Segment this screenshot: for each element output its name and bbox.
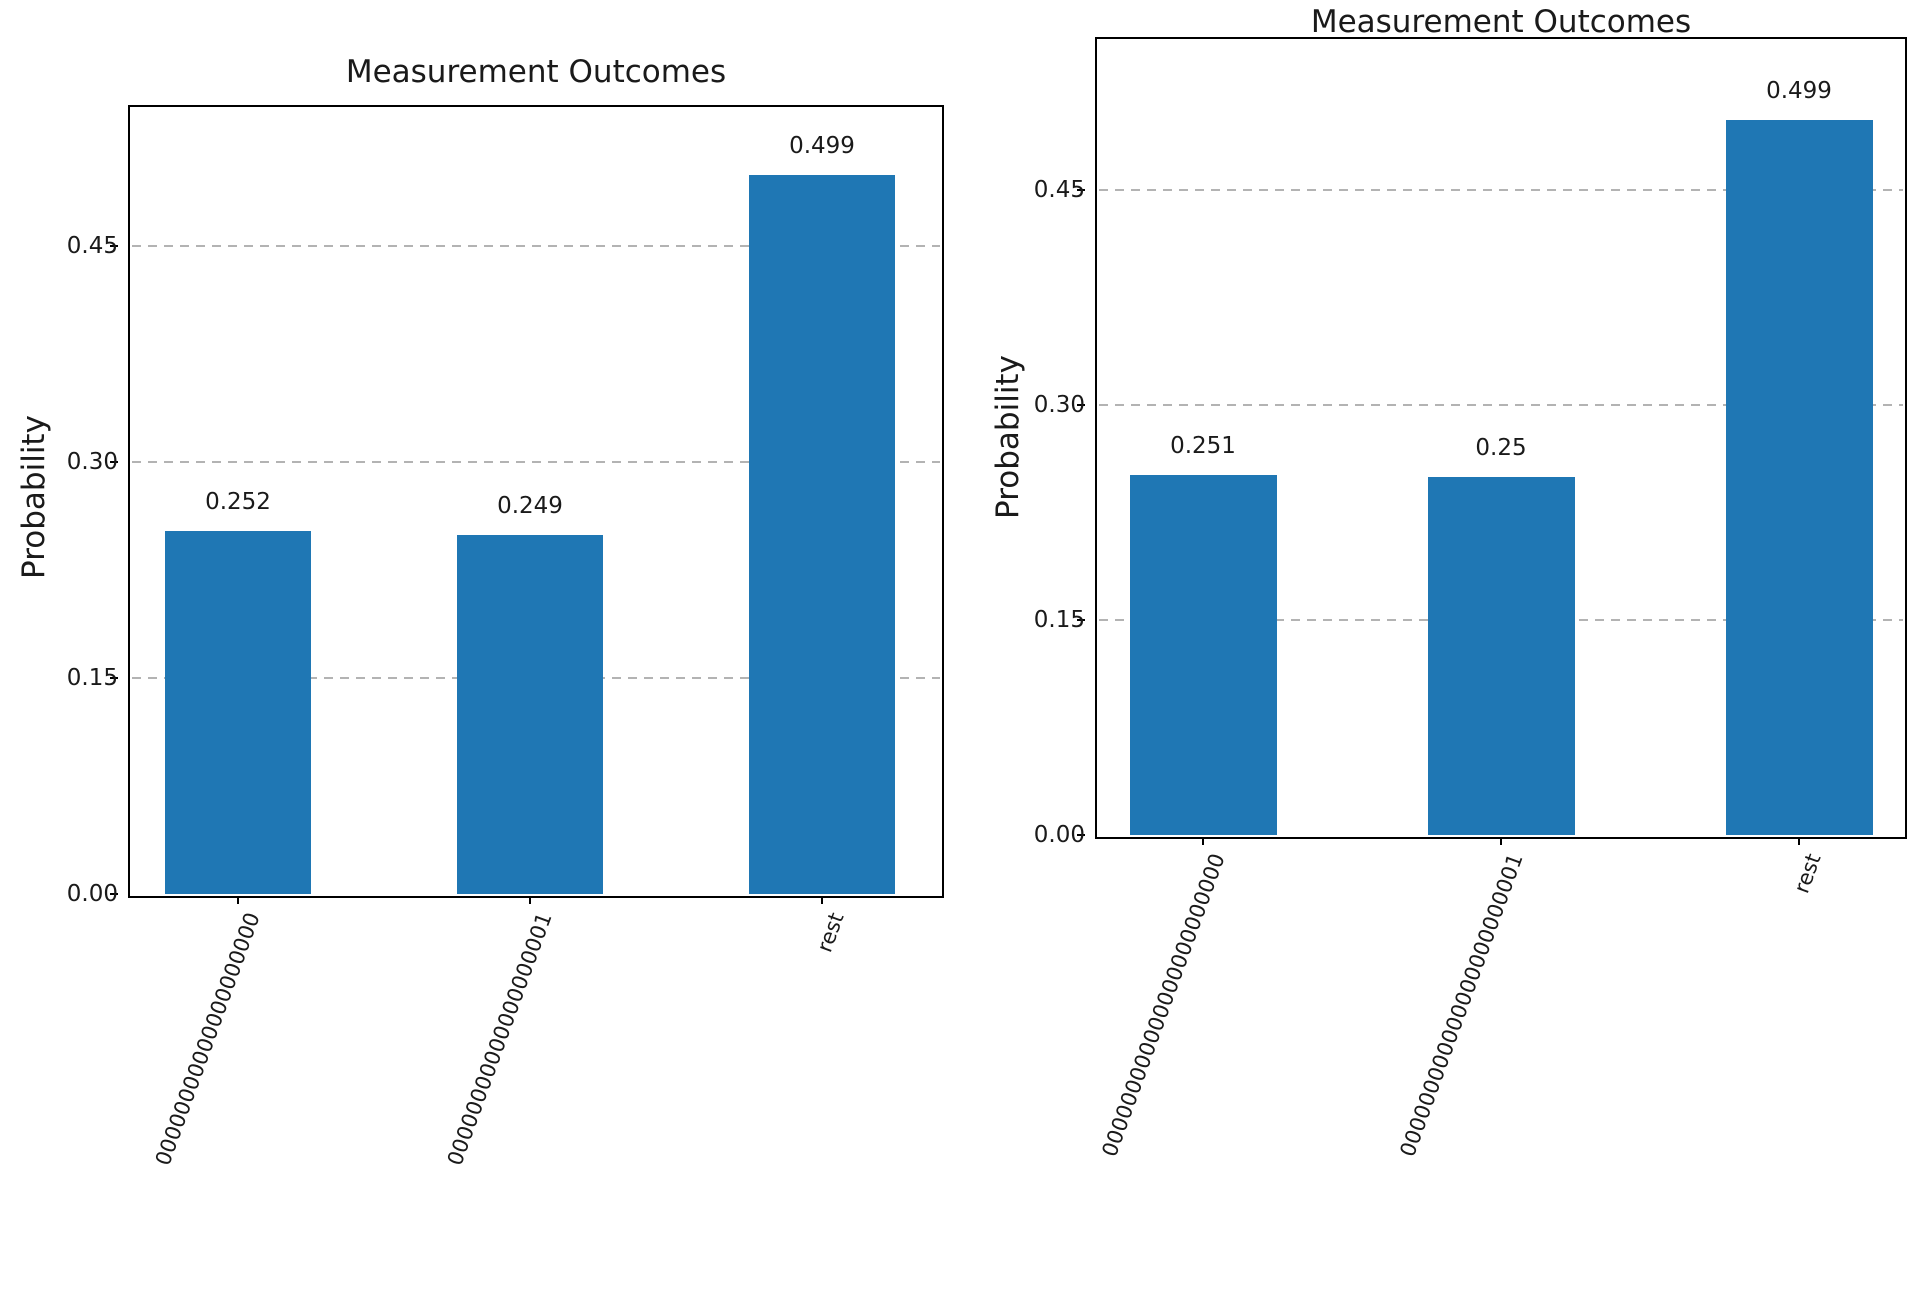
y-tick-mark	[110, 461, 118, 463]
x-tick-label: 000000000000000000000001	[1395, 850, 1528, 1160]
plot-area	[1095, 37, 1907, 839]
y-tick-label: 0.45	[66, 233, 118, 259]
y-tick-label: 0.15	[1033, 607, 1085, 633]
y-tick-label: 0.00	[66, 881, 118, 907]
y-tick-label: 0.00	[1033, 822, 1085, 848]
plot-area	[128, 105, 944, 898]
x-tick-label: rest	[1789, 850, 1826, 897]
y-axis-label: Probability	[990, 355, 1026, 519]
chart-title: Measurement Outcomes	[345, 54, 727, 90]
y-tick-label: 0.45	[1033, 177, 1085, 203]
y-tick-mark	[1077, 619, 1085, 621]
y-tick-mark	[1077, 834, 1085, 836]
x-tick-label: 000000000000000000000000	[1097, 850, 1230, 1160]
x-tick-label: rest	[812, 909, 849, 956]
y-tick-label: 0.15	[66, 665, 118, 691]
x-tick-label: 00000000000000000000	[150, 909, 265, 1169]
y-tick-mark	[1077, 189, 1085, 191]
y-tick-mark	[1077, 404, 1085, 406]
y-tick-mark	[110, 677, 118, 679]
y-tick-mark	[110, 245, 118, 247]
y-axis-label: Probability	[16, 415, 52, 579]
x-tick-label: 00000000000000000001	[442, 909, 557, 1169]
figure: Measurement Outcomes Probability 0.00 0.1…	[16, 4, 1907, 1169]
chart-title: Measurement Outcomes	[1310, 4, 1692, 40]
y-tick-mark	[110, 893, 118, 895]
